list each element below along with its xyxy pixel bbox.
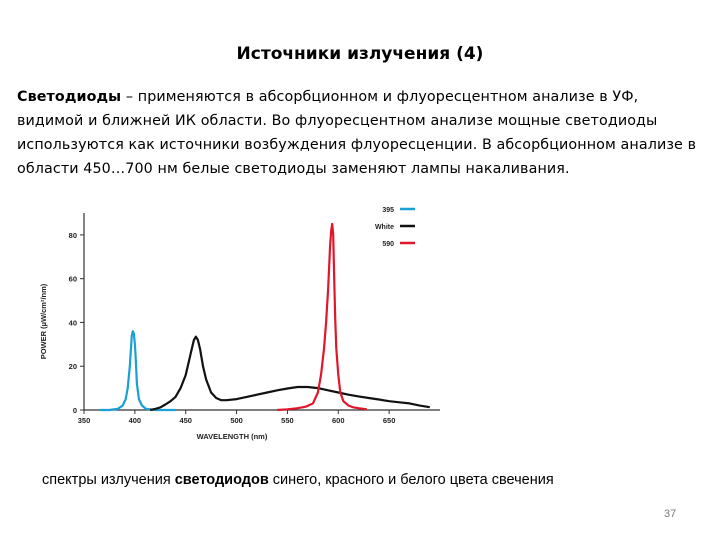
chart-caption: спектры излучения светодиодов синего, кр… [42, 472, 554, 488]
series-line-590 [277, 222, 367, 412]
legend-label-white: White [375, 224, 394, 231]
series-line-395 [99, 330, 176, 412]
x-tick-label: 400 [129, 416, 142, 425]
y-axis-label: POWER (µW/cm²/nm) [39, 283, 48, 359]
paragraph-bold-term: Светодиоды [17, 89, 122, 105]
x-axis-label: WAVELENGTH (nm) [197, 432, 268, 441]
spectra-chart: 0 20 40 60 80 350 400 450 500 550 600 650 WAVELENGTH… [30, 195, 460, 460]
page-number: 37 [664, 508, 677, 520]
slide-title: Источники излучения (4) [236, 44, 484, 64]
y-tick-label: 40 [69, 318, 77, 327]
x-tick-label: 600 [332, 416, 345, 425]
x-tick-label: 350 [78, 416, 91, 425]
x-tick-label: 550 [281, 416, 294, 425]
paragraph-text: – применяются в абсорбционном и флуоресц… [17, 89, 697, 177]
y-tick-label: 60 [69, 275, 77, 284]
y-tick-label: 20 [69, 362, 77, 371]
y-tick-label: 0 [73, 406, 77, 415]
body-paragraph: Светодиоды – применяются в абсорбционном… [17, 85, 697, 181]
spectra-chart-svg: 0 20 40 60 80 350 400 450 500 550 600 650 WAVELENGTH… [39, 207, 440, 441]
y-tick-label: 80 [69, 231, 77, 240]
caption-text-start: спектры излучения [42, 472, 175, 488]
caption-bold-word: светодиодов [174, 472, 269, 488]
x-tick-label: 500 [230, 416, 243, 425]
x-tick-label: 450 [179, 416, 192, 425]
series-line-white [149, 335, 430, 412]
caption-text-end: синего, красного и белого цвета свечения [268, 472, 554, 488]
legend-label-395: 395 [382, 207, 394, 214]
x-tick-label: 650 [383, 416, 396, 425]
legend-label-590: 590 [382, 241, 394, 248]
